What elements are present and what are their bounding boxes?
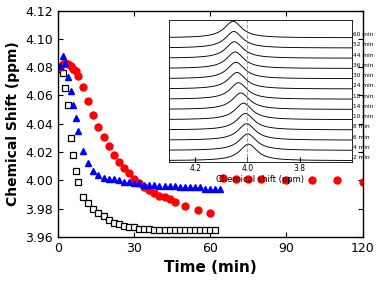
- X-axis label: Time (min): Time (min): [164, 260, 256, 275]
- Y-axis label: Chemical Shift (ppm): Chemical Shift (ppm): [6, 41, 19, 206]
